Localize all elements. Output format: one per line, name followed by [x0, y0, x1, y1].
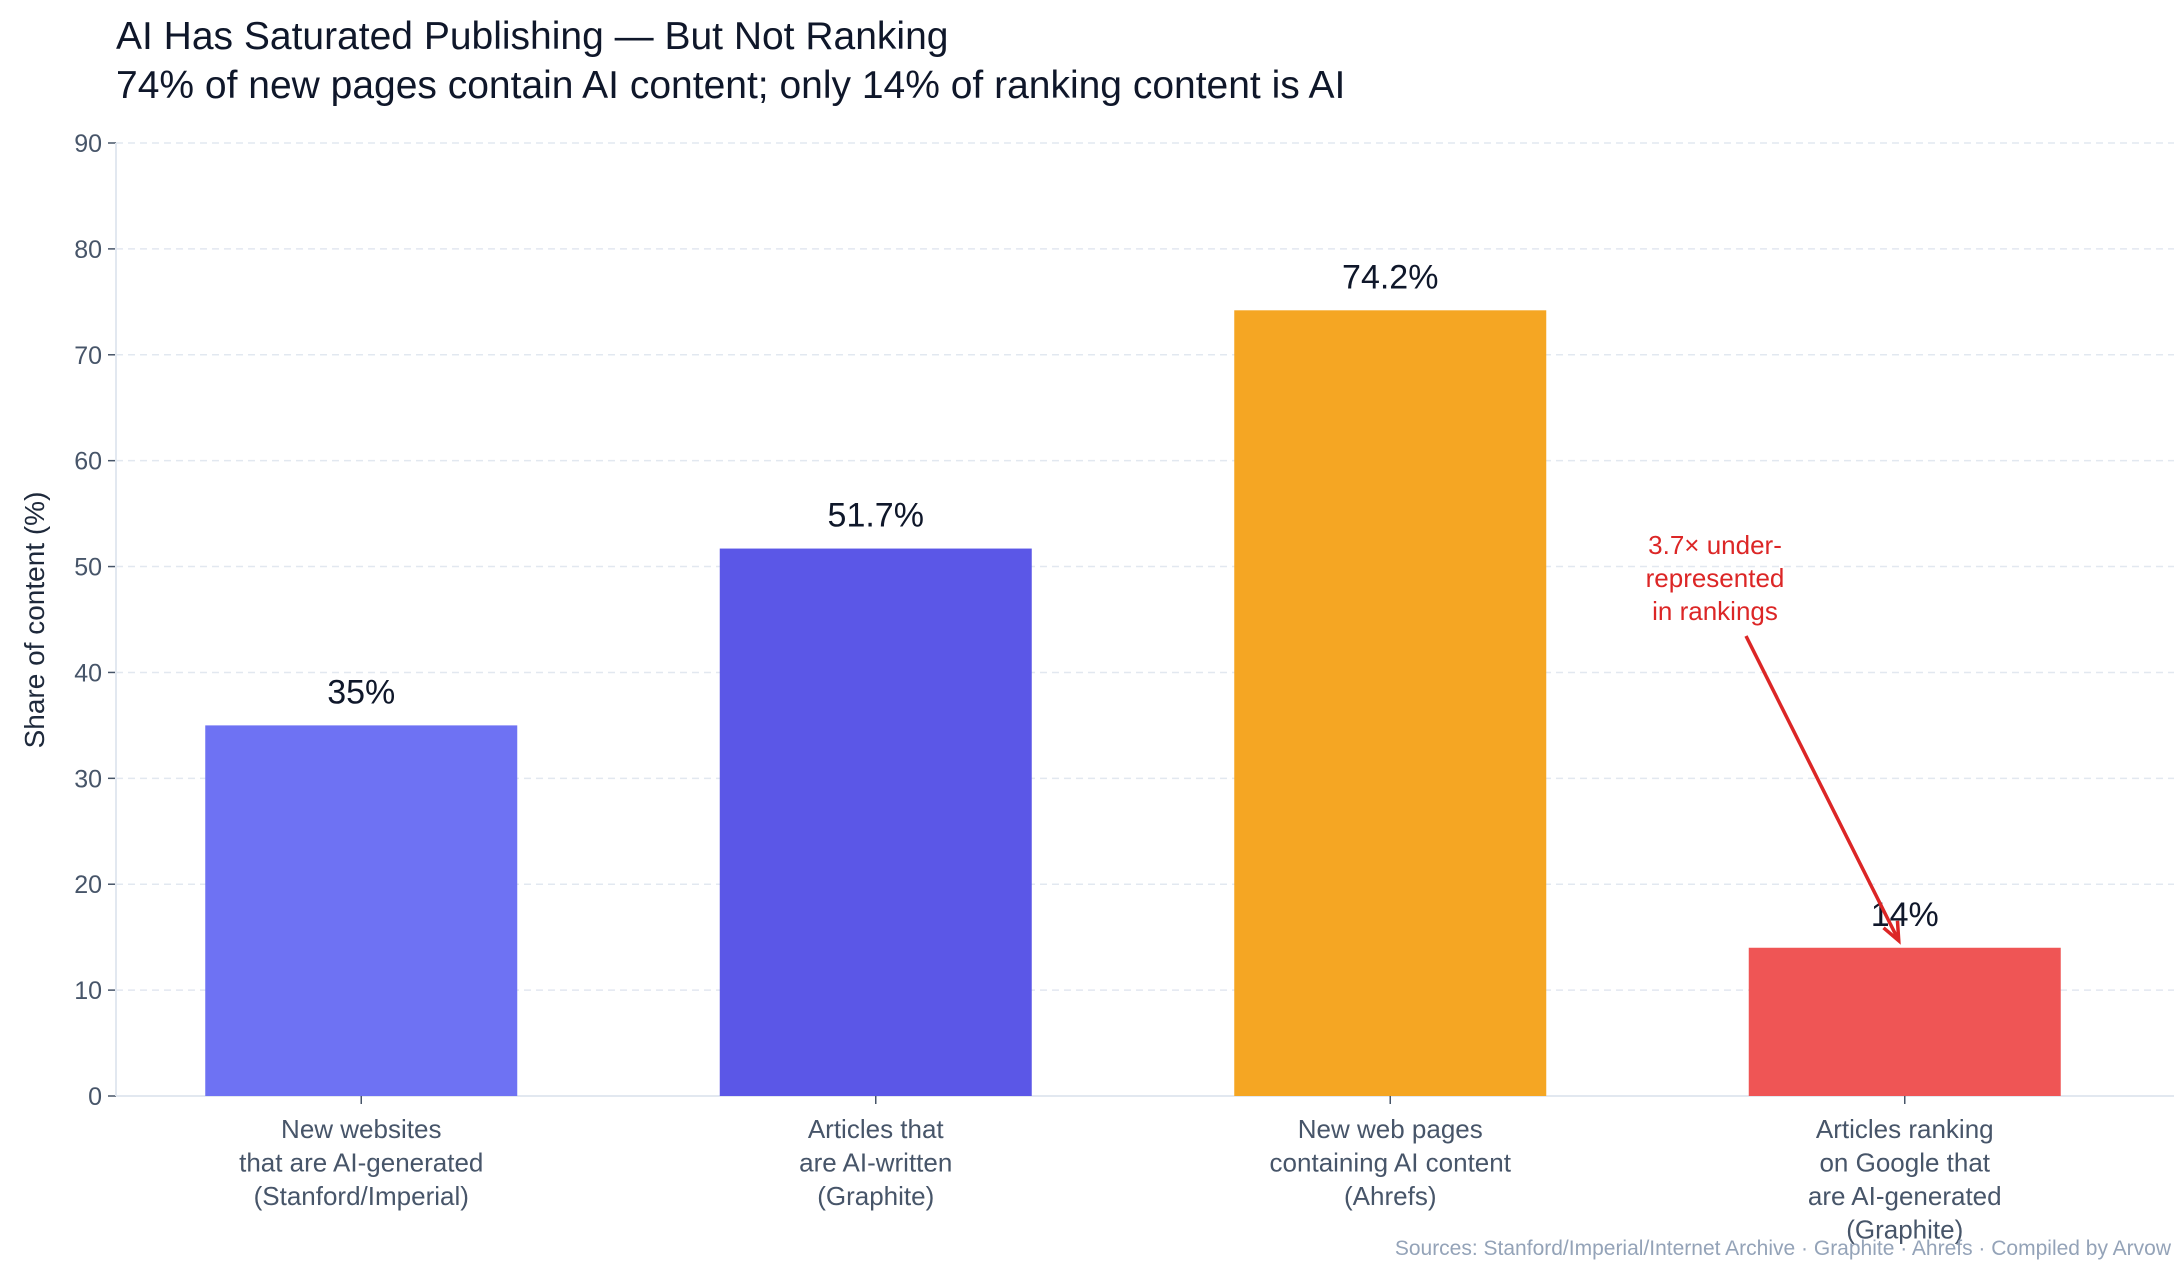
y-axis-label: Share of content (%): [19, 492, 50, 749]
bar-value-label: 14%: [1871, 896, 1939, 934]
source-note: Sources: Stanford/Imperial/Internet Arch…: [1395, 1237, 2172, 1260]
y-tick-label: 80: [74, 236, 102, 264]
y-tick-label: 30: [74, 765, 102, 793]
x-tick-label: New web pages: [1298, 1114, 1483, 1144]
x-tick-label: (Graphite): [817, 1181, 934, 1211]
annotation-text: 3.7× under-: [1648, 530, 1782, 560]
x-tick-label: (Graphite): [1846, 1215, 1963, 1245]
x-tick-label: (Stanford/Imperial): [254, 1181, 469, 1211]
x-tick-label: that are AI-generated: [239, 1148, 483, 1178]
y-tick-label: 0: [88, 1083, 102, 1111]
bar: [719, 548, 1032, 1096]
x-tick-label: are AI-written: [799, 1148, 952, 1178]
x-tick-label: on Google that: [1819, 1148, 1990, 1178]
bar-value-label: 35%: [327, 673, 395, 711]
annotation-text: in rankings: [1652, 596, 1778, 626]
y-tick-label: 10: [74, 977, 102, 1005]
x-tick-label: are AI-generated: [1808, 1181, 2002, 1211]
bar-value-label: 74.2%: [1342, 258, 1438, 296]
bar: [205, 725, 518, 1096]
y-tick-label: 70: [74, 342, 102, 370]
annotation-text: represented: [1646, 563, 1785, 593]
x-tick-label: Articles ranking: [1816, 1114, 1994, 1144]
y-tick-label: 90: [74, 130, 102, 158]
bar-value-label: 51.7%: [828, 497, 924, 535]
y-tick-label: 40: [74, 659, 102, 687]
x-tick-label: (Ahrefs): [1344, 1181, 1436, 1211]
chart-subtitle: 74% of new pages contain AI content; onl…: [116, 64, 1345, 107]
arrowhead-icon: [1882, 920, 1901, 945]
x-tick-label: New websites: [281, 1114, 441, 1144]
y-tick-label: 50: [74, 554, 102, 582]
bar: [1234, 310, 1547, 1096]
x-tick-label: containing AI content: [1270, 1148, 1512, 1178]
y-tick-label: 20: [74, 871, 102, 899]
y-tick-label: 60: [74, 448, 102, 476]
chart-title: AI Has Saturated Publishing — But Not Ra…: [116, 15, 948, 58]
annotation-arrow: [1744, 635, 1901, 942]
bar: [1748, 947, 2061, 1096]
x-tick-label: Articles that: [808, 1114, 945, 1144]
